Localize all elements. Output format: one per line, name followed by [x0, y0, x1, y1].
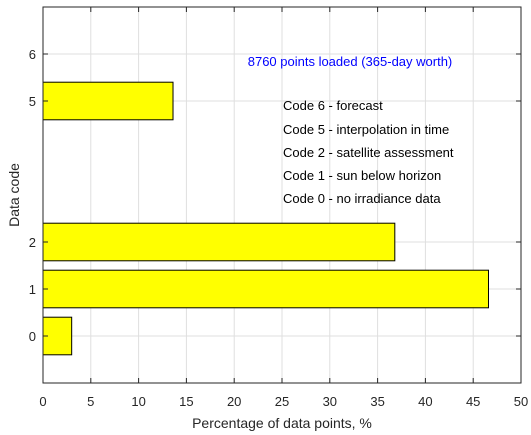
- legend-line-code-6: Code 6 - forecast: [283, 98, 383, 113]
- x-tick-label: 5: [87, 394, 94, 409]
- x-tick-label: 20: [227, 394, 241, 409]
- bar-group: [42, 81, 489, 356]
- x-tick-label: 35: [370, 394, 384, 409]
- x-tick-label: 30: [323, 394, 337, 409]
- y-tick-labels: 0 1 2 5 6: [29, 47, 36, 344]
- x-tick-labels: 0 5 10 15 20 25 30 35 40 45 50: [39, 394, 528, 409]
- x-tick-label: 45: [466, 394, 480, 409]
- x-tick-label: 15: [179, 394, 193, 409]
- y-tick-label: 1: [29, 282, 36, 297]
- y-tick-label: 5: [29, 94, 36, 109]
- y-tick-label: 6: [29, 47, 36, 62]
- x-tick-label: 10: [131, 394, 145, 409]
- legend-line-code-1: Code 1 - sun below horizon: [283, 168, 441, 183]
- y-axis-label: Data code: [6, 163, 22, 227]
- y-tick-label: 2: [29, 235, 36, 250]
- bar-code-2: [42, 222, 396, 262]
- legend-line-code-2: Code 2 - satellite assessment: [283, 145, 454, 160]
- tick-marks: [42, 7, 522, 383]
- x-tick-label: 40: [418, 394, 432, 409]
- bar-code-1: [42, 269, 489, 309]
- x-tick-label: 0: [39, 394, 46, 409]
- x-axis-label: Percentage of data points, %: [192, 415, 372, 431]
- legend-line-code-5: Code 5 - interpolation in time: [283, 122, 449, 137]
- points-loaded-annotation: 8760 points loaded (365-day worth): [248, 54, 453, 69]
- bar-code-5: [42, 81, 174, 121]
- x-tick-label: 25: [275, 394, 289, 409]
- legend-line-code-0: Code 0 - no irradiance data: [283, 191, 441, 206]
- y-tick-label: 0: [29, 329, 36, 344]
- x-tick-label: 50: [514, 394, 528, 409]
